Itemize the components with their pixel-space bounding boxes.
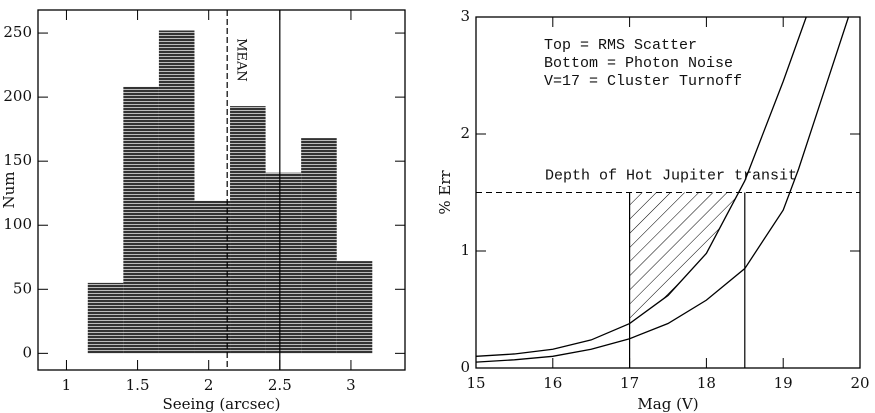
x-tick-label: 1.5 [126,376,150,394]
x-axis-label: Seeing (arcsec) [162,395,280,413]
y-tick-label: 2 [460,124,470,142]
y-axis-label: Num [0,171,18,208]
histogram-bar [336,261,373,354]
histogram-bar [194,200,231,354]
histogram-bar [158,30,195,354]
y-tick-label: 0 [460,358,470,376]
x-tick-label: 20 [850,374,869,392]
line-series [475,16,850,363]
y-tick-label: 250 [3,23,32,41]
legend-entry: Bottom = Photon Noise [544,55,733,72]
histogram-bar [123,86,159,354]
plot-frame [475,16,861,369]
x-tick-label: 2 [204,376,214,394]
y-tick-label: 200 [3,87,32,105]
histogram-bar [87,282,124,354]
histogram-bar [265,172,302,354]
histogram-bar [301,138,337,354]
y-tick-label: 1 [460,241,470,259]
x-tick-label: 15 [466,374,485,392]
line-series [475,16,807,357]
x-tick-label: 3 [346,376,356,394]
y-axis-label: % Err [436,170,454,215]
x-tick-label: 1 [62,376,72,394]
plot-frame [37,9,406,371]
x-tick-label: 19 [774,374,793,392]
y-tick-label: 100 [3,215,32,233]
annotation: MEAN [234,38,249,82]
x-tick-label: 16 [543,374,562,392]
y-tick-label: 50 [13,279,32,297]
legend-entry: Top = RMS Scatter [544,37,697,54]
x-tick-label: 18 [697,374,716,392]
x-tick-label: 2.5 [268,376,292,394]
threshold-label: Depth of Hot Jupiter transit [545,167,797,184]
y-tick-label: 3 [460,7,470,25]
histogram-bar [230,106,266,354]
x-tick-label: 17 [620,374,639,392]
x-axis-label: Mag (V) [637,395,698,413]
y-tick-label: 0 [22,343,32,361]
hatched-region [629,192,739,324]
y-tick-label: 150 [3,151,32,169]
legend-note: V=17 = Cluster Turnoff [544,73,742,90]
